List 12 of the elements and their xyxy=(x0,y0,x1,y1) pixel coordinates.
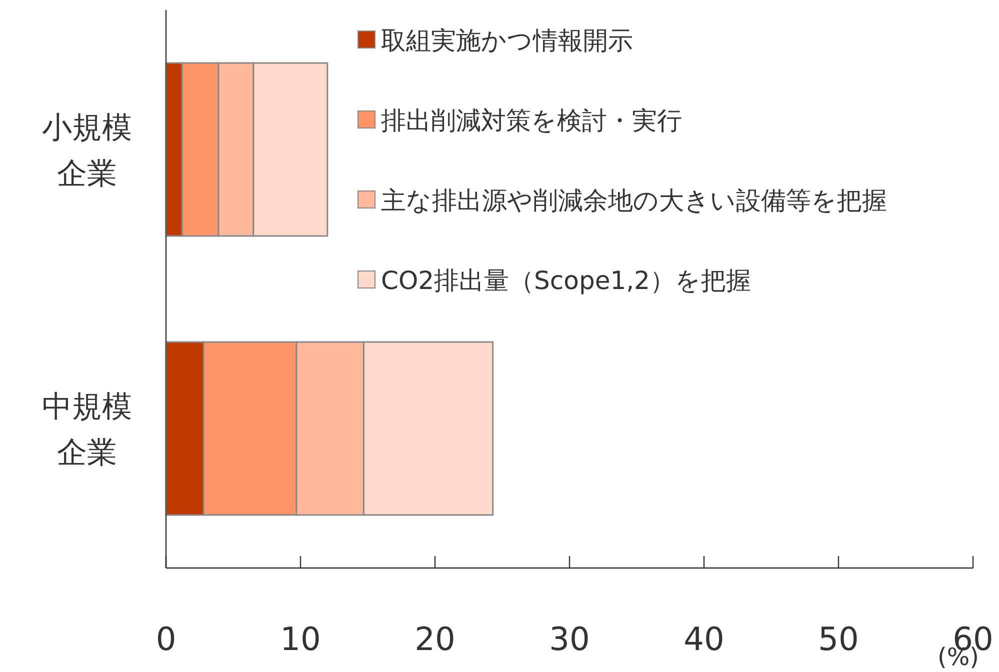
x-tick-label: 10 xyxy=(280,620,321,658)
x-tick-label: 50 xyxy=(818,620,859,658)
x-tick-label: 20 xyxy=(414,620,456,658)
x-tick-label: 30 xyxy=(549,620,590,658)
legend-label: 排出削減対策を検討・実行 xyxy=(381,106,682,135)
legend-label: 主な排出源や削減余地の大きい設備等を把握 xyxy=(381,186,887,215)
x-tick-label: 0 xyxy=(156,620,176,658)
y-tick-label: 小規模企業 xyxy=(42,110,132,192)
legend-label: 取組実施かつ情報開示 xyxy=(381,26,633,55)
x-tick-label: 40 xyxy=(684,620,724,658)
y-tick-label: 中規模企業 xyxy=(42,390,132,470)
legend-label: CO2排出量（Scope1,2）を把握 xyxy=(381,266,751,295)
